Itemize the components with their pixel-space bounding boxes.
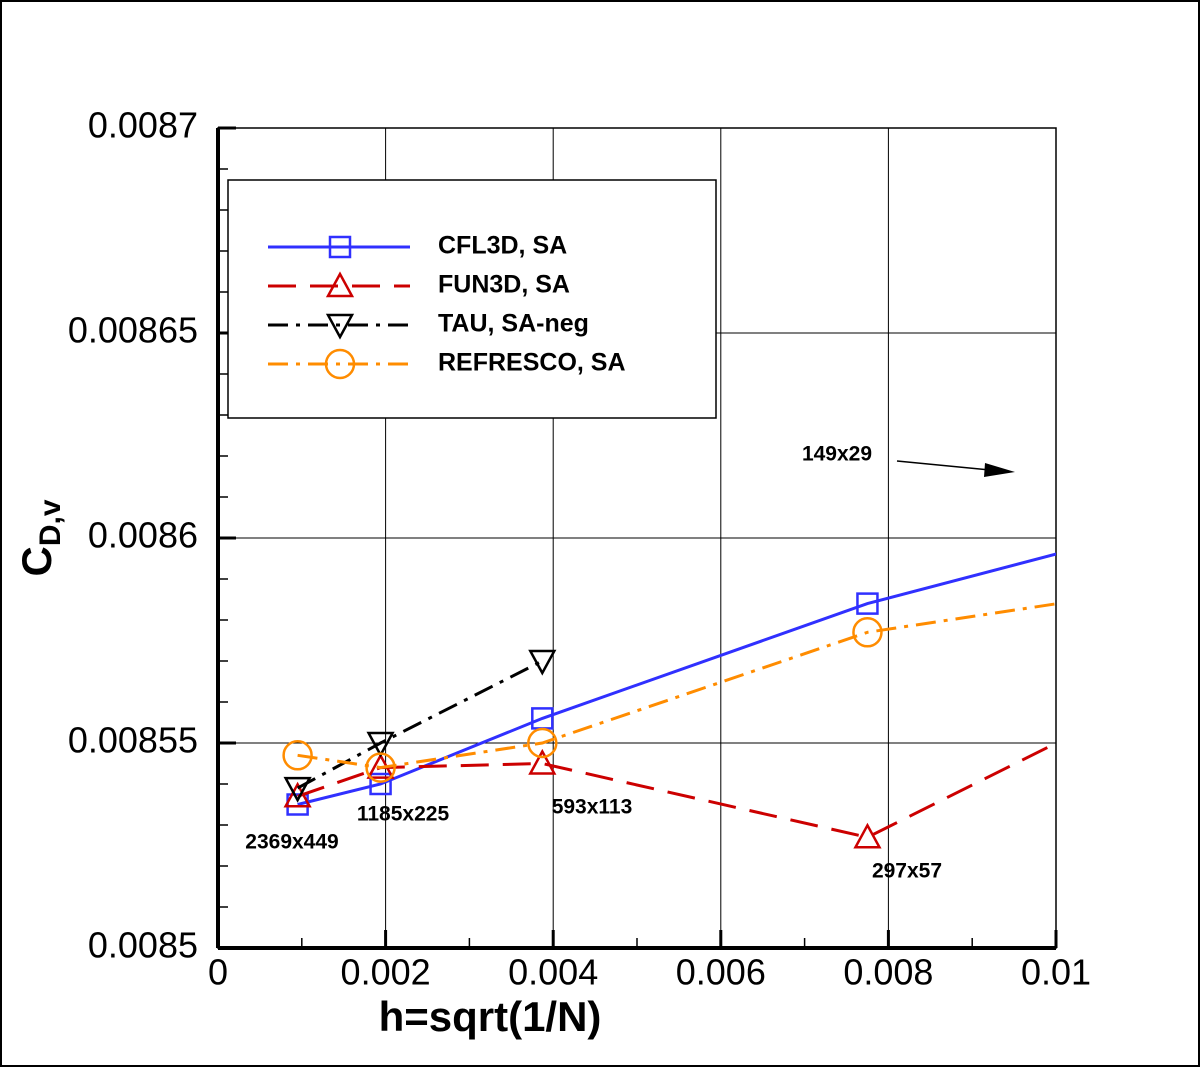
legend-label: CFL3D, SA — [438, 232, 567, 260]
marker — [282, 740, 313, 771]
marker — [325, 271, 355, 298]
x-tick-label: 0.002 — [341, 952, 431, 993]
marker — [369, 772, 392, 796]
legend-box — [227, 179, 717, 419]
annotation: 297x57 — [872, 860, 942, 883]
series-line — [297, 741, 1056, 839]
marker — [527, 727, 558, 759]
x-tick-label: 0.006 — [676, 952, 766, 993]
y-tick-label: 0.0086 — [88, 515, 198, 556]
annotation-arrowhead — [984, 463, 1015, 477]
annotation: 149x29 — [802, 443, 872, 466]
marker — [366, 731, 395, 758]
x-tick-label: 0.004 — [508, 952, 598, 993]
y-axis-title-main: C — [13, 546, 60, 576]
marker — [852, 617, 883, 648]
y-tick-label: 0.00855 — [68, 720, 198, 761]
marker — [528, 649, 557, 676]
y-axis-title-sub: D,v — [34, 499, 67, 546]
legend: CFL3D, SA FUN3D, SA TAU, SA-neg REFRESCO, S… — [227, 179, 717, 419]
y-axis-title: CD,v — [13, 499, 67, 576]
x-axis-title: h=sqrt(1/N) — [379, 993, 602, 1040]
marker — [528, 748, 557, 775]
series-line — [297, 552, 1056, 806]
y-tick-label: 0.0087 — [88, 105, 198, 146]
marker — [324, 348, 356, 380]
y-tick-label: 0.00865 — [68, 310, 198, 351]
legend-label: REFRESCO, SA — [438, 349, 626, 377]
annotation: 2369x449 — [245, 831, 338, 854]
annotation-arrow — [896, 460, 991, 471]
marker — [853, 822, 882, 849]
x-tick-label: 0.008 — [843, 952, 933, 993]
legend-label: TAU, SA-neg — [438, 310, 589, 338]
legend-label: FUN3D, SA — [438, 271, 570, 299]
marker — [365, 752, 396, 783]
marker — [283, 776, 312, 803]
x-tick-label: 0 — [208, 952, 228, 993]
y-tick-label: 0.0085 — [88, 925, 198, 966]
x-tick-label: 0.01 — [1021, 952, 1091, 993]
annotation: 593x113 — [552, 796, 633, 819]
marker — [283, 781, 312, 808]
plot-area — [282, 0, 1056, 849]
annotation: 1185x225 — [357, 803, 450, 826]
marker — [325, 313, 355, 340]
series-line — [297, 602, 1056, 770]
marker — [856, 592, 879, 615]
marker — [328, 235, 352, 259]
